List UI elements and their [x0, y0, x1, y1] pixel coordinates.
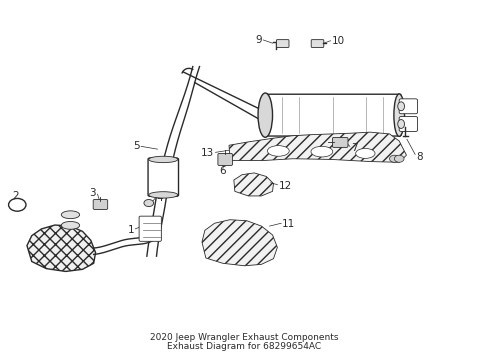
FancyBboxPatch shape	[218, 153, 232, 166]
Circle shape	[143, 199, 153, 207]
Ellipse shape	[267, 145, 288, 156]
Circle shape	[389, 155, 398, 162]
Ellipse shape	[355, 148, 374, 158]
Text: 9: 9	[255, 35, 262, 45]
Text: 2: 2	[13, 191, 19, 201]
Text: 11: 11	[282, 219, 295, 229]
FancyBboxPatch shape	[276, 40, 288, 48]
Text: 12: 12	[278, 181, 291, 192]
Text: 13: 13	[201, 148, 214, 158]
FancyBboxPatch shape	[148, 158, 178, 196]
Text: Exhaust Diagram for 68299654AC: Exhaust Diagram for 68299654AC	[167, 342, 321, 351]
Ellipse shape	[258, 93, 272, 137]
Ellipse shape	[61, 211, 80, 219]
FancyBboxPatch shape	[139, 216, 161, 241]
Polygon shape	[228, 132, 406, 162]
Text: 5: 5	[133, 141, 139, 151]
Text: 2020 Jeep Wrangler Exhaust Components: 2020 Jeep Wrangler Exhaust Components	[150, 333, 338, 342]
Polygon shape	[233, 173, 273, 196]
FancyBboxPatch shape	[398, 99, 417, 114]
Text: 10: 10	[331, 36, 344, 46]
Polygon shape	[202, 220, 277, 266]
FancyBboxPatch shape	[264, 94, 400, 136]
FancyBboxPatch shape	[398, 117, 417, 131]
Text: 8: 8	[415, 152, 422, 162]
Ellipse shape	[261, 94, 271, 136]
Ellipse shape	[148, 192, 178, 198]
Text: 1: 1	[127, 225, 134, 235]
Polygon shape	[27, 225, 95, 271]
Circle shape	[393, 155, 403, 162]
Ellipse shape	[397, 120, 404, 129]
Ellipse shape	[310, 146, 332, 157]
Text: 6: 6	[219, 166, 225, 176]
Text: 4: 4	[156, 193, 163, 203]
FancyBboxPatch shape	[93, 199, 107, 210]
Ellipse shape	[397, 102, 404, 111]
Ellipse shape	[393, 94, 404, 136]
Ellipse shape	[61, 221, 80, 229]
FancyBboxPatch shape	[332, 138, 347, 147]
FancyBboxPatch shape	[310, 40, 323, 48]
Ellipse shape	[148, 156, 178, 163]
Circle shape	[9, 198, 26, 211]
Text: 3: 3	[89, 189, 95, 198]
Text: 7: 7	[350, 143, 357, 153]
